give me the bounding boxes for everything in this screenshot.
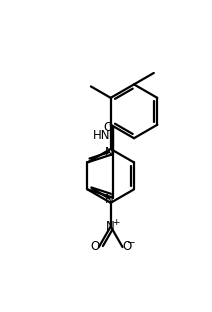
Text: N: N bbox=[104, 146, 113, 159]
Text: N: N bbox=[106, 220, 115, 233]
Text: O: O bbox=[103, 121, 112, 134]
Text: HN: HN bbox=[93, 129, 110, 142]
Text: +: + bbox=[112, 218, 120, 227]
Text: N: N bbox=[104, 193, 113, 206]
Text: O: O bbox=[122, 241, 131, 253]
Text: O: O bbox=[90, 241, 99, 253]
Text: −: − bbox=[127, 238, 136, 248]
